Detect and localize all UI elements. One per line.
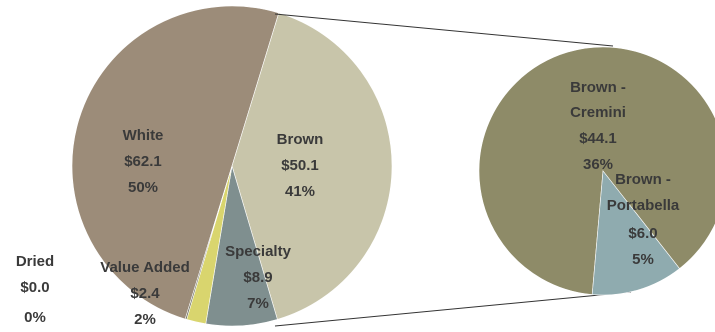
slice-label-dried: Dried: [16, 253, 54, 270]
slice-value-cremini: $44.1: [579, 130, 617, 147]
slice-percent-white: 50%: [128, 179, 158, 196]
slice-percent-cremini: 36%: [583, 156, 613, 173]
slice-percent-dried: 0%: [24, 309, 46, 326]
pie-slice-cremini: [478, 46, 715, 295]
slice-value-dried: $0.0: [20, 279, 49, 296]
slice-label-portabella-line2: Portabella: [607, 197, 680, 214]
slice-value-portabella: $6.0: [628, 225, 657, 242]
pie-slice-brown: [231, 12, 393, 320]
slice-value-brown: $50.1: [281, 157, 319, 174]
connector-line-bottom: [274, 291, 632, 327]
slice-value-value-added: $2.4: [130, 285, 160, 302]
slice-percent-specialty: 7%: [247, 295, 269, 312]
slice-label-specialty: Specialty: [225, 243, 292, 260]
breakout-connector-lines: [274, 13, 632, 327]
pie-slice-white: [71, 5, 280, 320]
connector-line-top: [274, 13, 614, 47]
slice-percent-portabella: 5%: [632, 251, 654, 268]
slice-value-white: $62.1: [124, 153, 162, 170]
slice-percent-value-added: 2%: [134, 311, 156, 328]
slice-label-value-added: Value Added: [100, 259, 189, 276]
slice-label-cremini-line1: Brown -: [570, 79, 626, 96]
slice-label-white: White: [123, 127, 164, 144]
pie-slice-portabella: [591, 170, 680, 296]
slice-label-portabella-line1: Brown -: [615, 171, 671, 188]
pie-slice-dried: [184, 165, 233, 320]
main-pie: [71, 5, 393, 327]
slice-label-cremini-line2: Cremini: [570, 104, 626, 121]
slice-percent-brown: 41%: [285, 183, 315, 200]
slice-value-specialty: $8.9: [243, 269, 272, 286]
breakout-pie: [478, 46, 715, 296]
slice-label-brown: Brown: [277, 131, 324, 148]
